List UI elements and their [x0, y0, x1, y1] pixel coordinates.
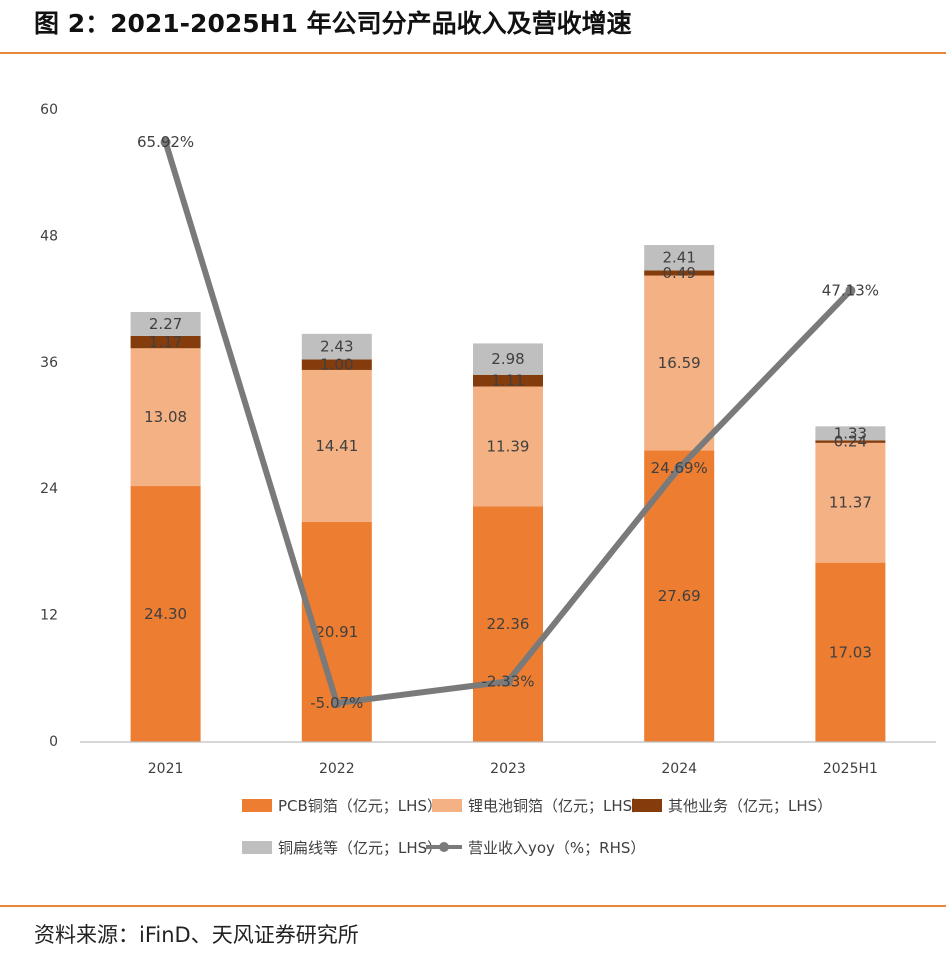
x-tick-label: 2025H1 — [823, 761, 878, 777]
legend-label-flat-wire: 铜扁线等（亿元；LHS） — [278, 838, 443, 857]
data-label-battery: 11.37 — [829, 494, 872, 512]
bar-pcb — [473, 506, 543, 742]
yoy-data-label: 65.92% — [137, 133, 194, 151]
bar-flat-wire — [473, 343, 543, 375]
y-tick-label: 12 — [40, 608, 58, 624]
bar-other — [473, 374, 543, 387]
yoy-point — [674, 462, 685, 473]
data-label-pcb: 20.91 — [315, 623, 358, 641]
yoy-point — [160, 137, 171, 148]
bar-battery — [473, 386, 543, 507]
bar-flat-wire — [815, 426, 886, 441]
legend-label-yoy: 营业收入yoy（%；RHS） — [468, 838, 646, 857]
x-tick-label: 2021 — [148, 761, 184, 777]
legend-item-battery: 锂电池铜箔（亿元；LHS） — [432, 794, 647, 816]
legend-item-other: 其他业务（亿元；LHS） — [632, 794, 832, 816]
y-tick-label: 0 — [49, 734, 58, 750]
data-label-flat-wire: 2.27 — [149, 315, 182, 333]
bar-other — [644, 270, 715, 276]
data-label-flat-wire: 2.41 — [662, 249, 695, 267]
legend-swatch-flat-wire — [242, 840, 272, 854]
data-label-battery: 14.41 — [315, 437, 358, 455]
data-label-other: 1.00 — [320, 356, 353, 374]
y-tick-label: 60 — [40, 102, 58, 118]
data-label-flat-wire: 2.43 — [320, 338, 353, 356]
legend-label-battery: 锂电池铜箔（亿元；LHS） — [468, 796, 648, 815]
bar-battery — [815, 442, 886, 563]
header-divider — [0, 52, 946, 54]
data-label-pcb: 22.36 — [487, 615, 530, 633]
bar-flat-wire — [301, 333, 372, 360]
bar-battery — [301, 369, 372, 522]
data-label-other: 0.49 — [662, 264, 695, 282]
bar-flat-wire — [130, 312, 201, 336]
data-label-other: 0.24 — [834, 433, 867, 451]
x-tick-label: 2022 — [319, 761, 355, 777]
data-label-battery: 13.08 — [144, 408, 187, 426]
bar-battery — [644, 275, 715, 451]
page-title: 图 2：2021-2025H1 年公司分产品收入及营收增速 — [34, 9, 632, 38]
legend-swatch-battery — [432, 798, 462, 812]
x-tick-label: 2024 — [661, 761, 697, 777]
data-label-flat-wire: 1.33 — [834, 424, 867, 442]
yoy-data-label: 24.69% — [651, 459, 708, 477]
footer-divider — [0, 905, 946, 907]
data-label-battery: 11.39 — [487, 437, 530, 455]
legend-swatch-yoy — [426, 836, 462, 858]
legend-swatch-pcb — [242, 798, 272, 812]
bar-flat-wire — [644, 245, 715, 271]
data-label-other: 1.11 — [491, 372, 524, 390]
bar-other — [130, 335, 201, 349]
yoy-point — [331, 698, 342, 709]
data-label-other: 1.17 — [149, 333, 182, 351]
data-label-battery: 16.59 — [658, 354, 701, 372]
bar-pcb — [130, 486, 201, 742]
data-label-flat-wire: 2.98 — [491, 350, 524, 368]
yoy-data-label: -2.33% — [481, 672, 534, 690]
legend-swatch-other — [632, 798, 662, 812]
legend-item-flat-wire: 铜扁线等（亿元；LHS） — [242, 836, 442, 858]
data-label-pcb: 27.69 — [658, 587, 701, 605]
legend-label-pcb: PCB铜箔（亿元；LHS） — [278, 796, 442, 815]
legend-label-other: 其他业务（亿元；LHS） — [668, 796, 833, 815]
legend-item-yoy: 营业收入yoy（%；RHS） — [426, 836, 645, 858]
bar-battery — [130, 348, 201, 487]
yoy-point — [845, 285, 856, 296]
bar-other — [815, 440, 886, 443]
y-tick-label: 24 — [40, 481, 58, 497]
bar-other — [301, 359, 372, 370]
y-tick-label: 48 — [40, 228, 58, 244]
x-tick-label: 2023 — [490, 761, 526, 777]
data-label-pcb: 24.30 — [144, 605, 187, 623]
chart: 0 12 24 36 48 60 2021 2022 2023 2024 2025H1 24.30 13… — [40, 102, 936, 777]
bar-pcb — [815, 562, 886, 742]
source-note: 资料来源：iFinD、天风证券研究所 — [34, 923, 359, 947]
chart-legend: PCB铜箔（亿元；LHS） 锂电池铜箔（亿元；LHS） 其他业务（亿元；LHS）… — [0, 790, 946, 860]
yoy-point — [503, 676, 513, 687]
yoy-data-label: -5.07% — [310, 694, 363, 712]
yoy-data-label: 47.13% — [822, 282, 879, 300]
legend-item-pcb: PCB铜箔（亿元；LHS） — [242, 794, 442, 816]
data-label-pcb: 17.03 — [829, 643, 872, 661]
y-tick-label: 36 — [40, 355, 58, 371]
